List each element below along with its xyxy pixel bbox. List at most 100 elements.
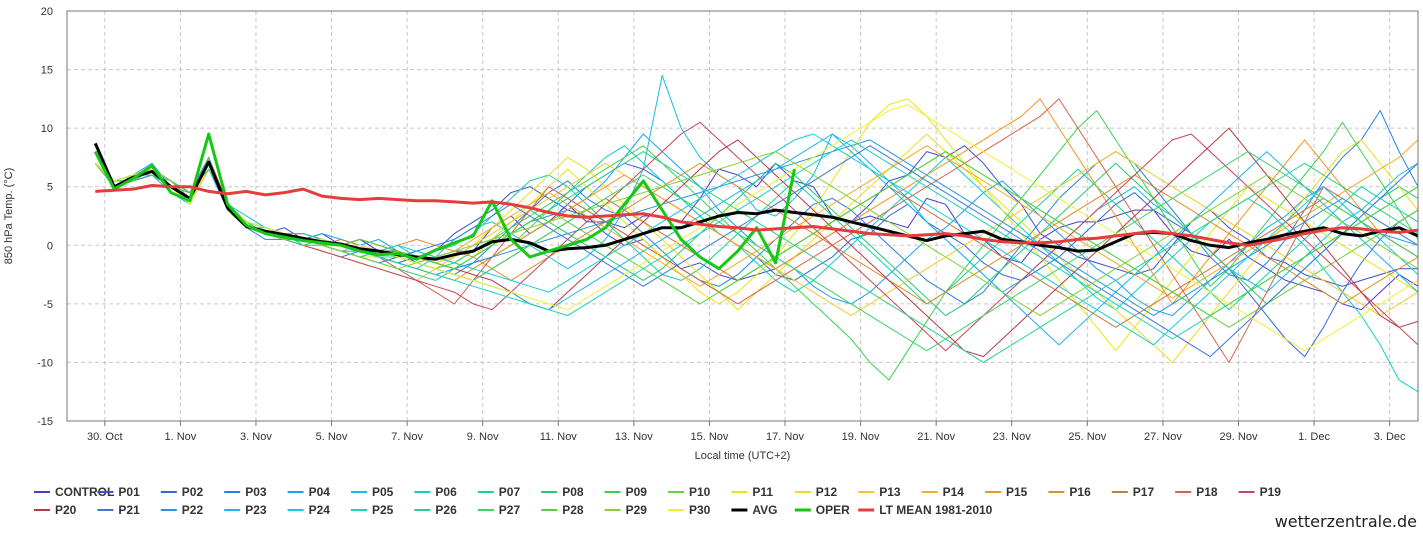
legend-item-p19[interactable]: P19 — [1238, 485, 1282, 499]
series-lines — [93, 74, 1419, 393]
legend-item-p03[interactable]: P03 — [224, 485, 267, 499]
x-tick-label: 21. Nov — [917, 431, 955, 443]
y-tick-label: 15 — [41, 65, 53, 77]
y-tick-label: -15 — [37, 416, 53, 428]
legend-item-p18[interactable]: P18 — [1175, 485, 1218, 499]
x-tick-label: 9. Nov — [467, 431, 499, 443]
legend-label: P19 — [1260, 485, 1282, 499]
legend-item-p24[interactable]: P24 — [287, 503, 331, 517]
legend-item-p13[interactable]: P13 — [858, 485, 901, 499]
legend-item-p07[interactable]: P07 — [477, 485, 521, 499]
legend-label: P22 — [182, 503, 204, 517]
legend-item-p15[interactable]: P15 — [985, 485, 1028, 499]
y-tick-label: -5 — [43, 299, 53, 311]
x-tick-label: 1. Dec — [1298, 431, 1330, 443]
x-tick-label: 15. Nov — [690, 431, 728, 443]
legend-label: P15 — [1006, 485, 1028, 499]
x-tick-label: 19. Nov — [842, 431, 880, 443]
legend-item-p01[interactable]: P01 — [97, 485, 140, 499]
legend-item-p21[interactable]: P21 — [97, 503, 140, 517]
legend-label: P11 — [752, 485, 773, 499]
x-tick-label: 3. Dec — [1374, 431, 1406, 443]
x-tick-label: 29. Nov — [1220, 431, 1258, 443]
y-tick-label: 20 — [41, 6, 53, 18]
legend-item-p10[interactable]: P10 — [668, 485, 711, 499]
legend-item-p08[interactable]: P08 — [541, 485, 584, 499]
legend-label: P25 — [372, 503, 394, 517]
legend-label: P04 — [309, 485, 331, 499]
legend-label: CONTROL — [55, 485, 114, 499]
legend-label: OPER — [816, 503, 850, 517]
x-tick-label: 11. Nov — [540, 431, 578, 443]
legend-label: P05 — [372, 485, 394, 499]
legend-item-p05[interactable]: P05 — [351, 485, 394, 499]
legend-item-p28[interactable]: P28 — [541, 503, 584, 517]
legend-item-p30[interactable]: P30 — [668, 503, 711, 517]
legend-label: P26 — [435, 503, 457, 517]
legend-label: LT MEAN 1981-2010 — [879, 503, 992, 517]
legend-item-p29[interactable]: P29 — [604, 503, 648, 517]
legend-item-lt-mean-1981-2010[interactable]: LT MEAN 1981-2010 — [858, 503, 993, 517]
legend-item-p02[interactable]: P02 — [160, 485, 204, 499]
legend-label: P24 — [309, 503, 331, 517]
legend-label: P23 — [245, 503, 267, 517]
legend-item-p09[interactable]: P09 — [604, 485, 648, 499]
plot-area-frame — [66, 10, 1419, 422]
x-axis-label: Local time (UTC+2) — [695, 450, 791, 462]
x-tick-label: 5. Nov — [316, 431, 348, 443]
legend-item-p25[interactable]: P25 — [351, 503, 394, 517]
legend-item-p12[interactable]: P12 — [794, 485, 838, 499]
legend-label: P18 — [1196, 485, 1218, 499]
legend-label: P08 — [562, 485, 584, 499]
legend-item-p23[interactable]: P23 — [224, 503, 267, 517]
legend-item-p26[interactable]: P26 — [414, 503, 457, 517]
series-line-lt-mean-1981-2010 — [95, 184, 1419, 247]
legend-item-p17[interactable]: P17 — [1111, 485, 1155, 499]
legend: CONTROL P01 P02 P03 P04 P05 P06 P07 P08 P09 P10 P11… — [34, 485, 1281, 517]
site-watermark: wetterzentrale.de — [1274, 512, 1417, 531]
y-tick-label: -10 — [37, 357, 53, 369]
legend-label: P09 — [626, 485, 648, 499]
legend-item-p14[interactable]: P14 — [921, 485, 965, 499]
legend-item-p22[interactable]: P22 — [160, 503, 204, 517]
legend-label: P07 — [499, 485, 521, 499]
legend-label: P01 — [118, 485, 140, 499]
legend-label: P21 — [118, 503, 140, 517]
legend-item-p20[interactable]: P20 — [34, 503, 77, 517]
x-tick-label: 17. Nov — [766, 431, 804, 443]
legend-label: P30 — [689, 503, 711, 517]
legend-label: P17 — [1133, 485, 1155, 499]
series-line-p04 — [94, 133, 1419, 317]
legend-item-p04[interactable]: P04 — [287, 485, 331, 499]
legend-label: P27 — [499, 503, 521, 517]
x-tick-label: 23. Nov — [993, 431, 1031, 443]
legend-item-p06[interactable]: P06 — [414, 485, 457, 499]
legend-item-oper[interactable]: OPER — [794, 503, 850, 517]
x-tick-label: 1. Nov — [164, 431, 196, 443]
legend-label: P03 — [245, 485, 267, 499]
y-tick-labels: -15 -10 -5 0 5 10 15 20 — [37, 6, 53, 428]
legend-label: AVG — [752, 503, 777, 517]
x-tick-label: 30. Oct — [87, 431, 122, 443]
legend-item-p16[interactable]: P16 — [1048, 485, 1091, 499]
legend-label: P16 — [1069, 485, 1091, 499]
legend-label: P14 — [943, 485, 965, 499]
x-tick-label: 13. Nov — [615, 431, 653, 443]
legend-item-avg[interactable]: AVG — [731, 503, 778, 517]
legend-item-control[interactable]: CONTROL — [34, 485, 114, 499]
series-line-p26 — [94, 151, 1419, 363]
legend-label: P12 — [816, 485, 838, 499]
legend-label: P13 — [879, 485, 901, 499]
legend-item-p11[interactable]: P11 — [731, 485, 773, 499]
legend-label: P10 — [689, 485, 711, 499]
legend-label: P29 — [626, 503, 648, 517]
legend-item-p27[interactable]: P27 — [477, 503, 521, 517]
y-tick-label: 0 — [47, 240, 53, 252]
x-tick-label: 25. Nov — [1068, 431, 1106, 443]
legend-label: P20 — [55, 503, 77, 517]
y-tick-label: 10 — [41, 123, 53, 135]
y-tick-label: 5 — [47, 182, 53, 194]
x-tick-label: 27. Nov — [1144, 431, 1182, 443]
series-line-oper — [93, 132, 796, 271]
